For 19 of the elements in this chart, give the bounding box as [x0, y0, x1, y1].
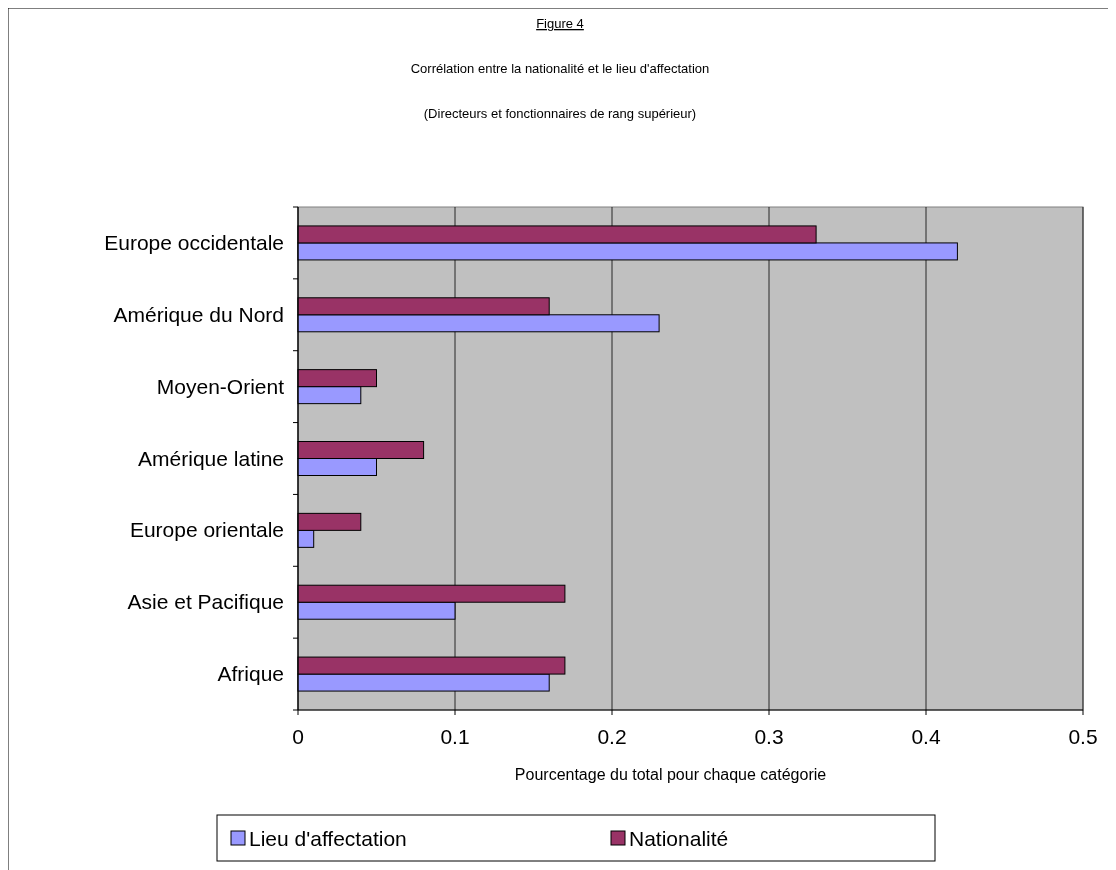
y-tick-label: Moyen-Orient [156, 374, 285, 398]
y-tick-label: Asie et Pacifique [127, 590, 284, 614]
chart-title: Figure 4 [536, 16, 584, 31]
x-tick-label: 0.5 [1068, 725, 1098, 748]
x-axis-title: Pourcentage du total pour chaque catégorie [514, 766, 827, 783]
y-tick-label: Amérique du Nord [113, 302, 284, 326]
legend-label: Lieu d'affectation [249, 827, 407, 850]
y-tick-label: Europe orientale [129, 518, 284, 542]
x-tick-label: 0 [292, 725, 304, 748]
x-tick-label: 0.4 [911, 725, 941, 748]
y-tick-label: Europe occidentale [104, 230, 284, 254]
x-tick-label: 0.2 [597, 725, 627, 748]
x-tick-label: 0.1 [440, 725, 470, 748]
chart-subtitle: Corrélation entre la nationalité et le lieu d'affectation [410, 61, 710, 76]
y-tick-label: Amérique latine [138, 446, 284, 470]
y-tick-label: Afrique [217, 662, 284, 686]
legend-label: Nationalité [629, 827, 729, 850]
text: (Directeurs et fonctionnaires de rang supérieur) [423, 106, 697, 121]
x-tick-label: 0.3 [754, 725, 784, 748]
